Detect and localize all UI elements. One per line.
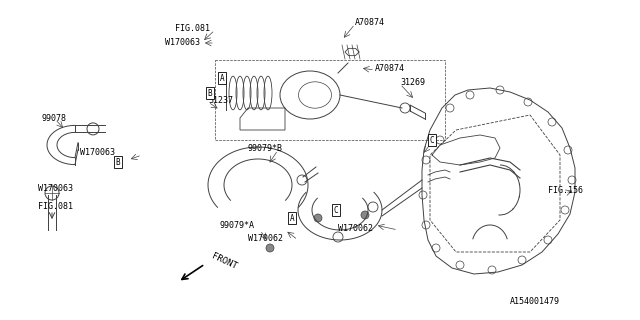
Circle shape bbox=[361, 211, 369, 219]
Text: A70874: A70874 bbox=[375, 63, 405, 73]
Text: A70874: A70874 bbox=[355, 18, 385, 27]
Bar bbox=[215, 60, 445, 140]
Text: FIG.081: FIG.081 bbox=[38, 202, 73, 211]
Text: FIG.156: FIG.156 bbox=[548, 186, 583, 195]
Text: 31269: 31269 bbox=[400, 77, 425, 86]
Text: W170063: W170063 bbox=[38, 183, 73, 193]
Text: A154001479: A154001479 bbox=[510, 298, 560, 307]
Text: 99079*A: 99079*A bbox=[220, 220, 255, 229]
Text: 99078: 99078 bbox=[42, 114, 67, 123]
Text: W170062: W170062 bbox=[338, 223, 373, 233]
Text: 99079*B: 99079*B bbox=[248, 143, 283, 153]
Text: W170063: W170063 bbox=[80, 148, 115, 156]
Text: 31237: 31237 bbox=[208, 95, 233, 105]
Text: A: A bbox=[290, 213, 294, 222]
Text: W170063: W170063 bbox=[165, 37, 200, 46]
Text: B: B bbox=[208, 89, 212, 98]
Text: B: B bbox=[116, 157, 120, 166]
Text: FIG.081: FIG.081 bbox=[175, 23, 210, 33]
Circle shape bbox=[266, 244, 274, 252]
Text: C: C bbox=[429, 135, 435, 145]
Text: FRONT: FRONT bbox=[210, 251, 238, 271]
Text: A: A bbox=[220, 74, 224, 83]
Circle shape bbox=[314, 214, 322, 222]
Text: C: C bbox=[333, 205, 339, 214]
Text: W170062: W170062 bbox=[248, 234, 283, 243]
